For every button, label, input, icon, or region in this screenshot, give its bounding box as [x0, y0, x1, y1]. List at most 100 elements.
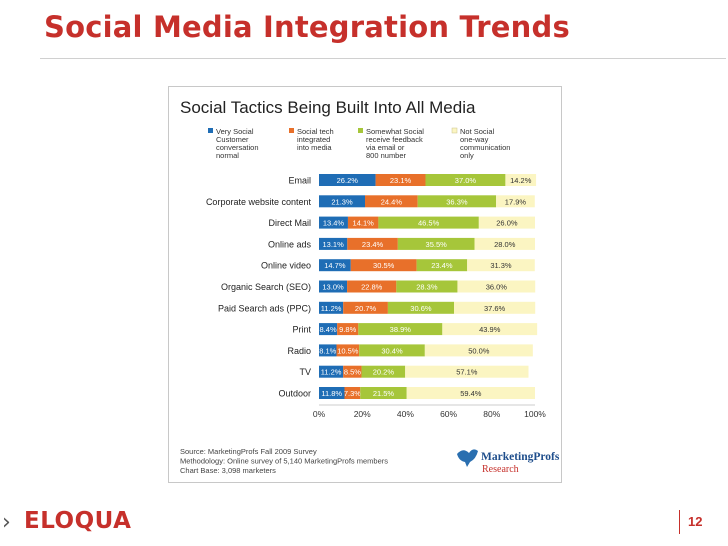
slide-footer: › ELOQUA 12 [0, 500, 728, 546]
data-label: 13.1% [323, 240, 345, 249]
bar-segment [358, 323, 443, 336]
bar-segment [361, 365, 406, 378]
data-label: 26.2% [337, 176, 359, 185]
data-label: 8.4% [320, 325, 337, 334]
legend-label: into media [297, 143, 332, 152]
bar-segment [337, 323, 359, 336]
bar-segment [347, 216, 379, 229]
marketingprofs-research-label: Research [482, 464, 519, 475]
bar-segment [359, 344, 425, 357]
legend-label: normal [216, 151, 239, 160]
data-label: 26.0% [496, 219, 518, 228]
slide-title: Social Media Integration Trends [44, 10, 570, 44]
bar-segment [416, 259, 468, 272]
legend-label: Not Social [460, 127, 495, 136]
legend-swatch [289, 128, 294, 133]
bar-segment [406, 387, 535, 399]
data-label: 36.3% [446, 197, 468, 206]
data-label: 23.4% [431, 261, 453, 270]
bird-icon [457, 449, 478, 467]
data-label: 37.6% [484, 304, 506, 313]
data-label: 13.4% [323, 219, 345, 228]
legend-swatch [208, 128, 213, 133]
page-number: 12 [688, 514, 703, 529]
data-label: 9.8% [339, 325, 356, 334]
bar-segment [405, 365, 529, 378]
data-label: 20.2% [373, 368, 395, 377]
bar-segment [347, 280, 397, 293]
legend-label: Customer [216, 135, 249, 144]
chart-title: Social Tactics Being Built Into All Medi… [180, 98, 476, 117]
bar-segment [347, 237, 398, 250]
data-label: 24.4% [381, 197, 403, 206]
data-label: 8.5% [344, 368, 361, 377]
category-label: Online ads [268, 239, 312, 249]
data-label: 13.0% [322, 283, 344, 292]
bar-segment [360, 387, 407, 399]
category-label: Outdoor [278, 389, 311, 399]
data-label: 35.5% [426, 240, 448, 249]
legend-label: Social tech [297, 127, 334, 136]
bar-segment [417, 195, 497, 208]
category-label: Direct Mail [268, 218, 311, 228]
data-label: 43.9% [479, 325, 501, 334]
chevron-right-icon: › [2, 510, 11, 535]
bar-segment [474, 237, 535, 250]
data-label: 46.5% [418, 219, 440, 228]
category-label: TV [299, 367, 311, 377]
category-label: Corporate website content [206, 197, 312, 207]
eloqua-logo: ELOQUA [24, 508, 132, 534]
data-label: 22.8% [361, 283, 383, 292]
data-label: 57.1% [456, 368, 478, 377]
data-label: 50.0% [468, 346, 490, 355]
bar-segment [454, 301, 536, 314]
category-label: Paid Search ads (PPC) [218, 303, 311, 313]
bar-segment [396, 280, 458, 293]
bar-segment [425, 174, 506, 186]
data-label: 28.0% [494, 240, 516, 249]
data-label: 37.0% [455, 176, 477, 185]
data-label: 17.9% [505, 197, 527, 206]
bar-segment [397, 237, 475, 250]
x-tick-label: 0% [313, 409, 326, 419]
source-note: Source: MarketingProfs Fall 2009 Survey [180, 447, 317, 456]
data-label: 31.3% [490, 261, 512, 270]
bar-segment [344, 387, 361, 399]
x-tick-label: 80% [483, 409, 500, 419]
bar-segment [336, 344, 360, 357]
bar-segment [319, 280, 348, 293]
source-note: Methodology: Online survey of 5,140 Mark… [180, 457, 388, 466]
data-label: 21.5% [373, 389, 395, 398]
data-label: 21.3% [331, 197, 353, 206]
data-label: 59.4% [460, 389, 482, 398]
legend-label: Very Social [216, 127, 254, 136]
bar-segment [424, 344, 533, 357]
legend-label: via email or [366, 143, 405, 152]
bar-segment [319, 344, 337, 357]
bar-segment [319, 195, 366, 208]
legend-swatch [451, 127, 458, 134]
bar-segment [319, 365, 344, 378]
data-label: 30.6% [410, 304, 432, 313]
category-label: Radio [287, 346, 311, 356]
category-label: Email [288, 176, 311, 186]
data-label: 14.7% [324, 261, 346, 270]
data-label: 23.4% [362, 240, 384, 249]
bar-segment [343, 365, 362, 378]
bar-segment [319, 259, 351, 272]
bar-segment [442, 323, 538, 336]
data-label: 11.8% [321, 389, 342, 398]
data-label: 14.1% [353, 219, 375, 228]
bar-segment [457, 280, 536, 293]
bar-segment [365, 195, 418, 208]
bar-segment [478, 216, 535, 229]
x-tick-label: 100% [524, 409, 546, 419]
bar-segment [375, 174, 426, 186]
legend-label: one-way [460, 135, 489, 144]
x-tick-label: 20% [354, 409, 371, 419]
data-label: 10.5% [337, 346, 359, 355]
bar-segment [319, 301, 344, 314]
data-label: 20.7% [355, 304, 377, 313]
x-tick-label: 40% [397, 409, 414, 419]
bar-segment [496, 195, 535, 208]
